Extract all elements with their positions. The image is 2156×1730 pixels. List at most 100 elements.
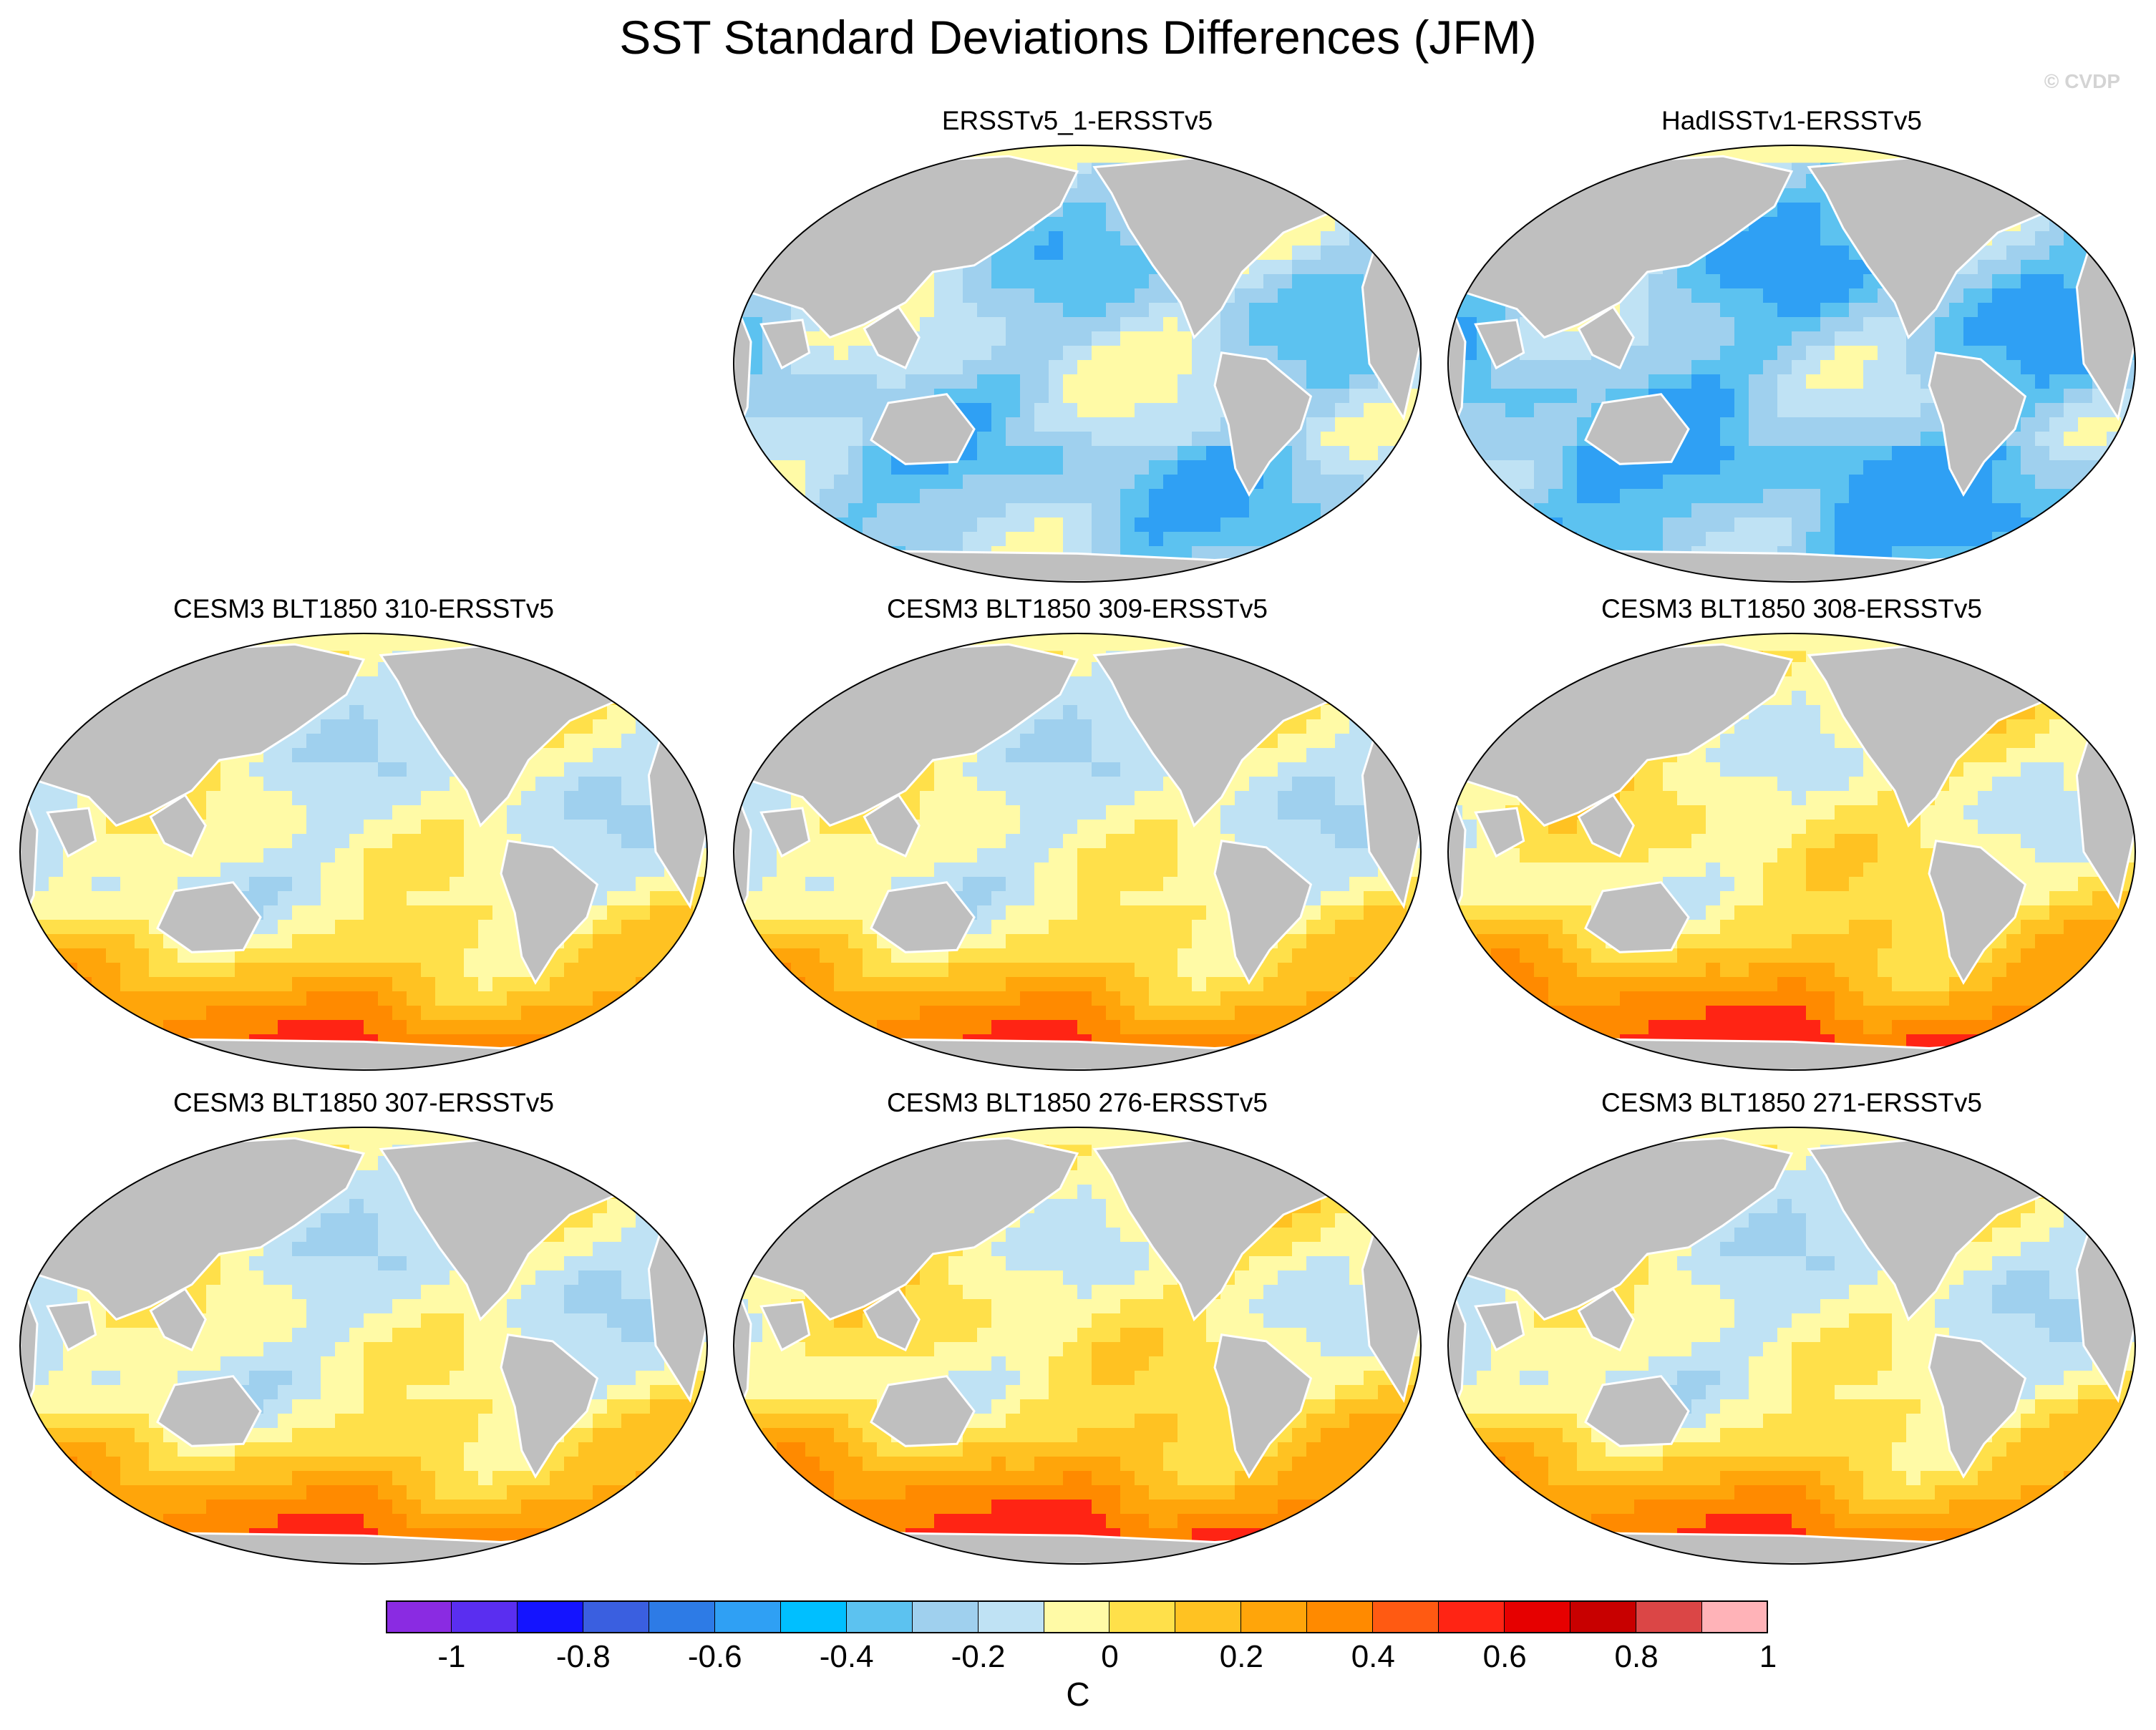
colorbar-tick-label: -0.2 (951, 1639, 1006, 1674)
landmass-s_america (1213, 1333, 1313, 1479)
colorbar-swatch (1109, 1600, 1176, 1633)
colorbar-swatch (1439, 1600, 1505, 1633)
colorbar-swatch (517, 1600, 583, 1633)
world-map (19, 1127, 708, 1565)
world-map (733, 145, 1422, 583)
panel-title: CESM3 BLT1850 308-ERSSTv5 (1601, 594, 1982, 623)
landmass-seasia (1577, 1287, 1635, 1352)
colorbar-tick-label: 1 (1759, 1639, 1777, 1674)
landmass-india (759, 319, 811, 370)
world-map (733, 1127, 1422, 1565)
landmass-india (46, 807, 97, 858)
colorbar-swatch (846, 1600, 913, 1633)
colorbar-swatch (1307, 1600, 1374, 1633)
colorbar-swatch (1044, 1600, 1110, 1633)
landmass-greenland (1288, 641, 1354, 692)
colorbar-unit: C (1066, 1676, 1090, 1713)
landmass-seasia (149, 1287, 207, 1352)
colorbar-swatch (912, 1600, 979, 1633)
panel-title: CESM3 BLT1850 271-ERSSTv5 (1601, 1088, 1982, 1117)
landmass-australia (156, 1375, 262, 1447)
sst-difference-field (734, 1127, 1421, 1564)
world-map (1447, 1127, 2136, 1565)
world-map (1447, 145, 2136, 583)
colorbar-tick-label: 0.8 (1614, 1639, 1659, 1674)
panel-title: CESM3 BLT1850 310-ERSSTv5 (173, 594, 554, 623)
landmass-s_america (500, 840, 599, 986)
landmass-australia (870, 881, 976, 953)
colorbar-swatch (451, 1600, 518, 1633)
landmass-india (1474, 319, 1525, 370)
landmass-seasia (1577, 793, 1635, 858)
landmass-australia (1584, 1375, 1690, 1447)
colorbar-swatch (1702, 1600, 1768, 1633)
landmass-india (1474, 807, 1525, 858)
panel-title: CESM3 BLT1850 309-ERSSTv5 (887, 594, 1268, 623)
world-map (733, 633, 1422, 1071)
landmass-india (759, 1301, 811, 1352)
landmass-australia (156, 881, 262, 953)
landmass-seasia (863, 305, 921, 370)
landmass-australia (1584, 393, 1690, 465)
colorbar-swatch (386, 1600, 452, 1633)
map-panel: ERSSTv5_1-ERSSTv5 (727, 106, 1428, 600)
map-panel: CESM3 BLT1850 308-ERSSTv5 (1441, 594, 2142, 1088)
colorbar-tick-label: -0.6 (687, 1639, 742, 1674)
landmass-s_america (1928, 840, 2027, 986)
landmass-seasia (1577, 305, 1635, 370)
map-panel: CESM3 BLT1850 307-ERSSTv5 (13, 1088, 714, 1582)
landmass-india (1474, 1301, 1525, 1352)
landmass-australia (1584, 881, 1690, 953)
colorbar-swatch (1241, 1600, 1308, 1633)
colorbar-swatch (649, 1600, 715, 1633)
colorbar-swatch (780, 1600, 847, 1633)
sst-difference-field (1448, 145, 2135, 582)
map-panel: CESM3 BLT1850 271-ERSSTv5 (1441, 1088, 2142, 1582)
colorbar-tick-label: 0.4 (1351, 1639, 1395, 1674)
colorbar-tick-label: -1 (437, 1639, 466, 1674)
colorbar-tick-label: -0.8 (555, 1639, 611, 1674)
colorbar-tick-label: -0.4 (819, 1639, 874, 1674)
landmass-s_america (1928, 351, 2027, 497)
landmass-s_america (1213, 351, 1313, 497)
panel-title: HadISSTv1-ERSSTv5 (1661, 106, 1922, 135)
landmass-s_america (1928, 1333, 2027, 1479)
landmass-greenland (2003, 641, 2068, 692)
colorbar-tick-label: 0.2 (1219, 1639, 1263, 1674)
figure-title: SST Standard Deviations Differences (JFM… (619, 11, 1537, 64)
landmass-greenland (2003, 1134, 2068, 1186)
landmass-greenland (575, 1134, 640, 1186)
colorbar-swatch (714, 1600, 781, 1633)
cvdp-credit: © CVDP (2044, 70, 2120, 92)
sst-difference-field (20, 1127, 707, 1564)
map-panel: CESM3 BLT1850 309-ERSSTv5 (727, 594, 1428, 1088)
colorbar-swatch (1373, 1600, 1439, 1633)
map-panel: CESM3 BLT1850 310-ERSSTv5 (13, 594, 714, 1088)
colorbar-swatch (978, 1600, 1044, 1633)
landmass-seasia (863, 793, 921, 858)
colorbar (386, 1600, 1768, 1633)
landmass-australia (870, 393, 976, 465)
colorbar-swatch (1636, 1600, 1703, 1633)
colorbar-tick-label: 0 (1101, 1639, 1119, 1674)
colorbar-swatch (1505, 1600, 1571, 1633)
colorbar-swatch (1570, 1600, 1637, 1633)
landmass-india (46, 1301, 97, 1352)
sst-difference-field (1448, 633, 2135, 1070)
landmass-s_america (500, 1333, 599, 1479)
sst-difference-field (734, 145, 1421, 582)
world-map (19, 633, 708, 1071)
landmass-greenland (1288, 1134, 1354, 1186)
landmass-australia (870, 1375, 976, 1447)
panel-title: ERSSTv5_1-ERSSTv5 (941, 106, 1213, 135)
landmass-seasia (863, 1287, 921, 1352)
colorbar-swatch (583, 1600, 649, 1633)
landmass-greenland (575, 641, 640, 692)
sst-difference-field (734, 633, 1421, 1070)
colorbar-swatch (1175, 1600, 1242, 1633)
sst-difference-field (1448, 1127, 2135, 1564)
panel-title: CESM3 BLT1850 276-ERSSTv5 (887, 1088, 1268, 1117)
world-map (1447, 633, 2136, 1071)
colorbar-tick-label: 0.6 (1482, 1639, 1527, 1674)
map-panel: HadISSTv1-ERSSTv5 (1441, 106, 2142, 600)
